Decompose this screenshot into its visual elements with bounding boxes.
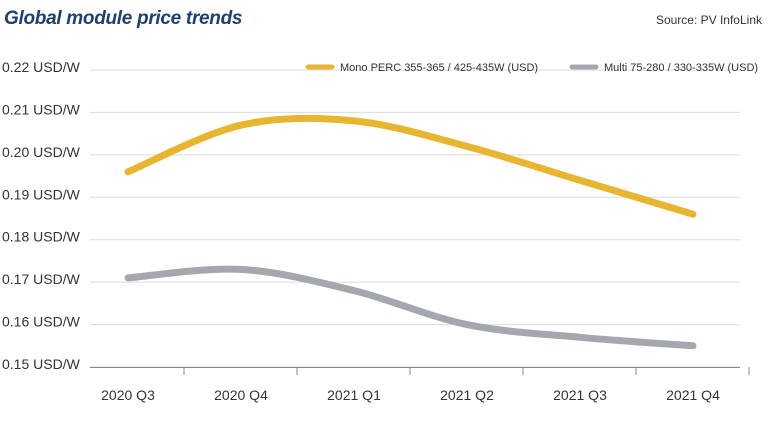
y-tick-label: 0.20 USD/W: [2, 144, 81, 160]
data-point: [579, 336, 581, 338]
data-point: [240, 124, 242, 126]
data-point: [127, 171, 129, 173]
data-point: [353, 290, 355, 292]
data-point: [466, 324, 468, 326]
data-point: [692, 345, 694, 347]
y-tick-label: 0.16 USD/W: [2, 314, 81, 330]
data-point: [466, 145, 468, 147]
source-note: Source: PV InfoLink: [655, 13, 762, 27]
data-point: [127, 277, 129, 279]
x-tick-label: 2020 Q4: [214, 387, 268, 403]
chart-title: Global module price trends: [4, 8, 243, 29]
series-line-multi: [124, 265, 697, 350]
y-tick-label: 0.18 USD/W: [2, 229, 81, 245]
x-tick-label: 2021 Q3: [553, 387, 607, 403]
x-tick-label: 2020 Q3: [101, 387, 155, 403]
legend-label: Multi 75-280 / 330-335W (USD): [604, 62, 758, 74]
y-tick-label: 0.17 USD/W: [2, 271, 81, 287]
x-tick-label: 2021 Q2: [440, 387, 494, 403]
y-tick-label: 0.22 USD/W: [2, 59, 81, 75]
data-point: [579, 179, 581, 181]
y-tick-label: 0.21 USD/W: [2, 101, 81, 117]
x-tick-label: 2021 Q1: [327, 387, 381, 403]
series-line-mono-perc: [124, 114, 697, 218]
y-tick-label: 0.15 USD/W: [2, 356, 81, 372]
x-tick-label: 2021 Q4: [666, 387, 720, 403]
legend-label: Mono PERC 355-365 / 425-435W (USD): [340, 62, 538, 74]
data-point: [240, 268, 242, 270]
y-tick-label: 0.19 USD/W: [2, 186, 81, 202]
data-point: [353, 120, 355, 122]
data-point: [692, 213, 694, 215]
